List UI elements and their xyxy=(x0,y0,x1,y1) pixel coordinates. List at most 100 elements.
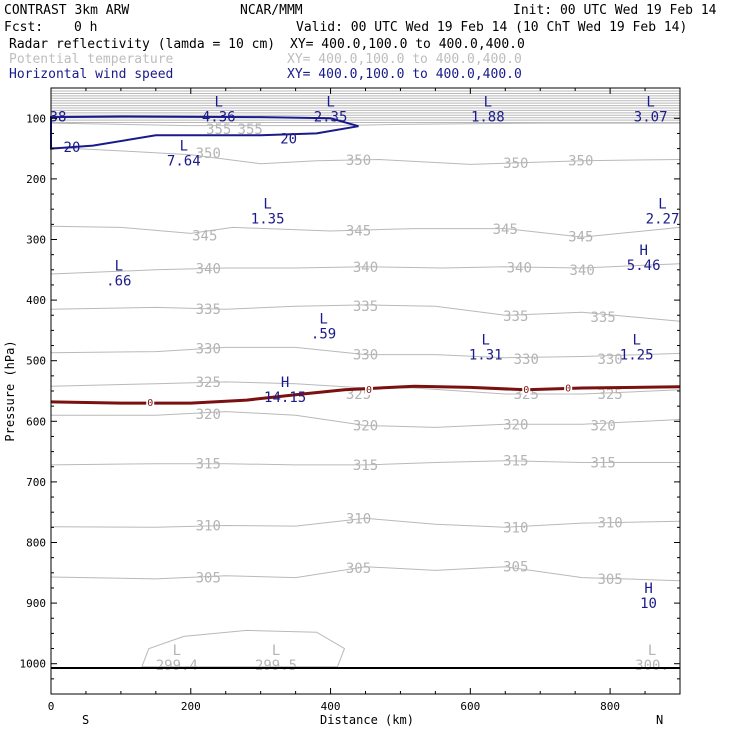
theta-contour-label: 325 xyxy=(346,387,371,403)
extremum-value: 299.4 xyxy=(156,658,198,674)
theta-contour-label: 310 xyxy=(346,511,371,527)
theta-contour-label: 355 xyxy=(238,122,263,138)
x-tick-label: 600 xyxy=(460,700,480,713)
theta-contour-label: 335 xyxy=(590,310,615,326)
field-theta-xy: XY= 400.0,100.0 to 400.0,400.0 xyxy=(287,52,522,67)
theta-contour-345 xyxy=(50,225,681,238)
theta-contour-label: 330 xyxy=(597,352,622,368)
theta-contour-label: 320 xyxy=(196,407,221,423)
reflectivity-contours: 0 0 0 0 xyxy=(50,382,681,409)
reflectivity-label-bg xyxy=(522,383,531,395)
y-tick-label: 800 xyxy=(26,537,46,550)
theta-dense-band xyxy=(51,90,680,124)
extremum-value: 1.35 xyxy=(251,211,285,227)
theta-contour-label: 310 xyxy=(196,519,221,535)
theta-contour-305 xyxy=(50,566,681,582)
theta-contour-label: 320 xyxy=(353,419,378,435)
valid-time: Valid: 00 UTC Wed 19 Feb 14 (10 ChT Wed … xyxy=(296,20,687,35)
extremum-value: 4.36 xyxy=(202,109,236,125)
reflectivity-contour-label: 0 xyxy=(565,384,571,395)
extremum-type: L xyxy=(484,94,492,110)
theta-contour-label: 315 xyxy=(503,454,528,470)
fcst-label: Fcst: xyxy=(4,20,43,35)
extremum-value: 38 xyxy=(50,109,67,125)
theta-contour-310 xyxy=(50,517,681,528)
theta-contours: 355 355 350 350 350 350 345 345 345 345 340 340 340 3… xyxy=(50,122,681,668)
extrema-labels: L4.36L2.35L1.88L3.0738L7.64L1.35L2.27H5.… xyxy=(50,94,680,673)
theta-contour-340 xyxy=(50,263,681,275)
y-axis-label: Pressure (hPa) xyxy=(3,340,17,441)
extremum-type: L xyxy=(658,196,666,212)
theta-contour-label: 315 xyxy=(590,456,615,472)
reflectivity-label-bg xyxy=(564,382,573,394)
reflectivity-label-bg xyxy=(364,383,373,395)
theta-contour-label: 345 xyxy=(493,222,518,238)
theta-contour-label: 350 xyxy=(568,154,593,170)
theta-contour-330 xyxy=(50,346,681,359)
theta-contour-label: 335 xyxy=(353,299,378,315)
y-tick-label: 400 xyxy=(26,294,46,307)
extremum-type: H xyxy=(639,243,647,259)
extremum-value: .66 xyxy=(106,274,131,290)
theta-contour-label: 320 xyxy=(590,419,615,435)
theta-contour-label: 340 xyxy=(196,262,221,278)
theta-contour-label: 305 xyxy=(597,572,622,588)
y-tick-label: 500 xyxy=(26,355,46,368)
theta-contour-label: 305 xyxy=(346,561,371,577)
extremum-value: 5.46 xyxy=(627,258,661,274)
y-tick-label: 300 xyxy=(26,234,46,247)
theta-contour-label: 325 xyxy=(196,375,221,391)
reflectivity-contour-label: 0 xyxy=(147,398,153,409)
end-label-south: S xyxy=(82,713,89,727)
theta-contour-label: 315 xyxy=(353,458,378,474)
theta-contour-label: 320 xyxy=(503,417,528,433)
theta-contour-350 xyxy=(50,146,681,165)
extremum-value: 3.07 xyxy=(634,109,668,125)
y-tick-label: 900 xyxy=(26,597,46,610)
field-reflectivity-xy: XY= 400.0,100.0 to 400.0,400.0 xyxy=(290,37,525,52)
theta-contour-355 xyxy=(50,122,680,127)
y-tick-label: 600 xyxy=(26,415,46,428)
y-tick-label: 200 xyxy=(26,173,46,186)
theta-contour-label: 330 xyxy=(353,348,378,364)
extremum-value: 7.64 xyxy=(167,154,201,170)
theta-contour-label: 340 xyxy=(507,260,532,276)
extremum-value: 1.88 xyxy=(471,109,505,125)
extremum-type: L xyxy=(173,643,181,659)
theta-contour-label: 350 xyxy=(346,153,371,169)
extremum-type: H xyxy=(281,375,289,391)
extremum-type: L xyxy=(648,643,656,659)
field-theta-name: Potential temperature xyxy=(9,52,174,67)
theta-contour-label: 355 xyxy=(206,122,231,138)
theta-contour-label: 335 xyxy=(503,309,528,325)
x-tick-label: 200 xyxy=(181,700,201,713)
field-wind-name: Horizontal wind speed xyxy=(9,67,173,82)
extremum-value: 2.27 xyxy=(646,211,680,227)
theta-contour-label: 330 xyxy=(196,342,221,358)
x-tick-label: 0 xyxy=(48,700,55,713)
theta-contour-335 xyxy=(50,304,681,322)
theta-contour-299.4 xyxy=(141,629,346,668)
model-title: CONTRAST 3km ARW xyxy=(4,3,129,18)
extremum-type: L xyxy=(272,643,280,659)
extremum-value: 300. xyxy=(635,658,669,674)
fcst-value: 0 h xyxy=(74,20,97,35)
extremum-value: 299.5 xyxy=(255,658,297,674)
x-tick-label: 400 xyxy=(321,700,341,713)
x-axis-label: Distance (km) xyxy=(320,713,414,727)
wind-contour-20 xyxy=(50,115,359,150)
theta-contour-label: 315 xyxy=(196,457,221,473)
extremum-value: 2.35 xyxy=(314,109,348,125)
extremum-type: L xyxy=(481,333,489,349)
theta-contour-label: 345 xyxy=(568,229,593,245)
extremum-type: L xyxy=(115,259,123,275)
field-wind-xy: XY= 400.0,100.0 to 400.0,400.0 xyxy=(287,67,522,82)
theta-contour-label: 340 xyxy=(570,263,595,279)
extremum-type: L xyxy=(326,94,334,110)
extremum-type: L xyxy=(646,94,654,110)
reflectivity-label-bg xyxy=(146,397,155,409)
y-tick-label: 1000 xyxy=(20,658,47,671)
extremum-type: L xyxy=(180,139,188,155)
extremum-type: L xyxy=(319,311,327,327)
